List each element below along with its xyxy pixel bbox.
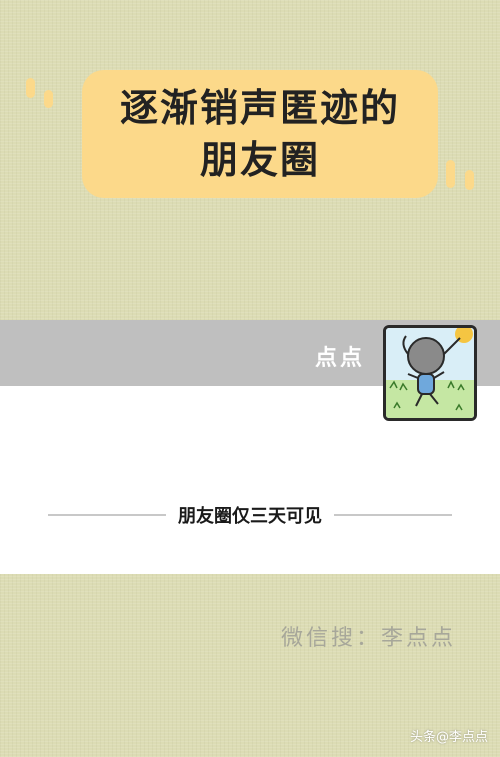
watermark: 头条@李点点: [409, 730, 488, 745]
title-line-1: 逐渐销声匿迹的: [119, 86, 400, 130]
decor-dash: [26, 78, 35, 98]
wechat-search-text: 微信搜：李点点: [280, 626, 456, 651]
divider-line: [334, 514, 452, 516]
cartoon-kid-icon: [386, 328, 474, 418]
decor-dash: [446, 160, 455, 188]
decor-dash: [44, 90, 53, 108]
notice-text: 朋友圈仅三天可见: [178, 506, 322, 527]
title-card: 逐渐销声匿迹的 朋友圈: [82, 70, 438, 198]
avatar[interactable]: [383, 325, 477, 421]
title-line-2: 朋友圈: [199, 138, 320, 182]
profile-name: 点点: [314, 346, 365, 371]
divider-line: [48, 514, 166, 516]
moments-visibility-notice: 朋友圈仅三天可见: [48, 500, 452, 530]
decor-dash: [465, 170, 474, 190]
